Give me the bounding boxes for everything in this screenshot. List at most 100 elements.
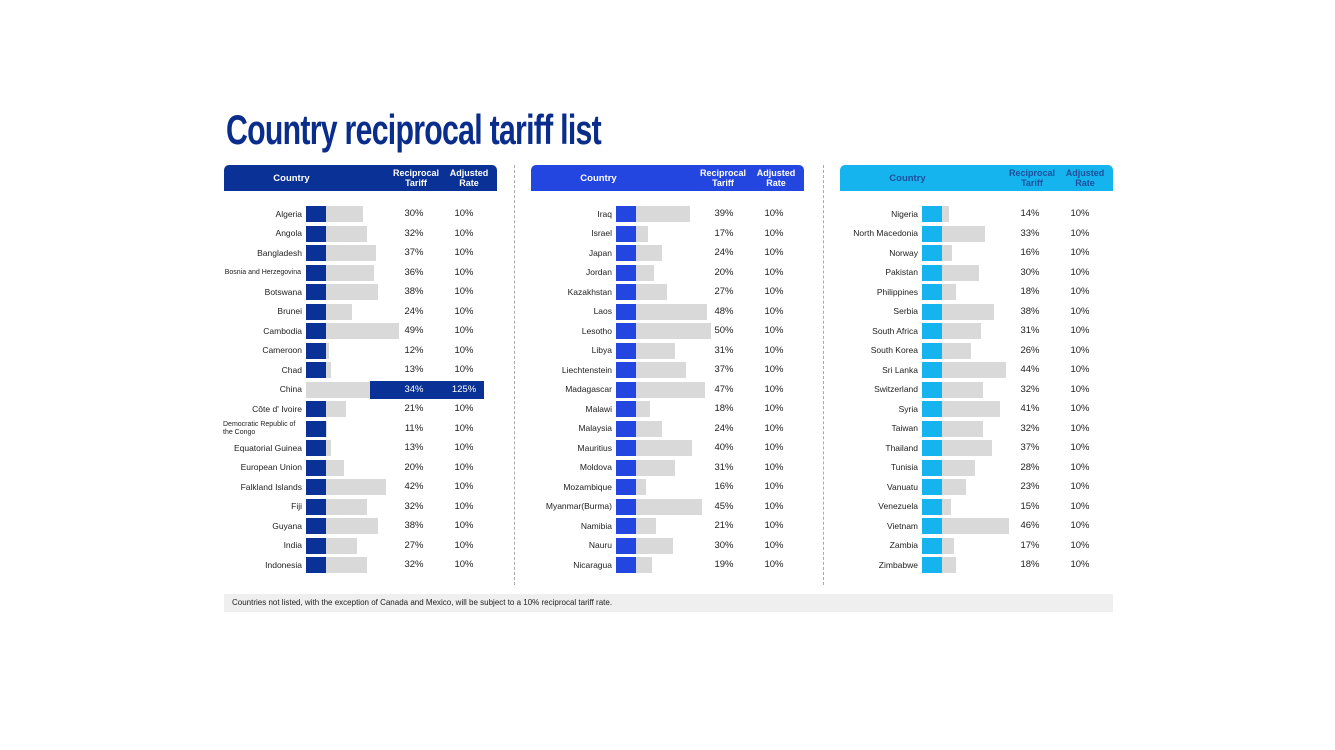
country-name: Guyana xyxy=(272,520,302,531)
baseline-rate-bar xyxy=(922,206,942,222)
tariff-value: 50% xyxy=(714,325,734,336)
baseline-rate-bar xyxy=(616,401,636,417)
tariff-value: 16% xyxy=(714,481,734,492)
header-tariff-line1: Reciprocal xyxy=(392,168,440,178)
tariff-value: 16% xyxy=(1020,247,1040,258)
country-name: Cameroon xyxy=(262,345,302,355)
adjusted-rate-value: 10% xyxy=(764,422,784,434)
footnote: Countries not listed, with the exception… xyxy=(224,594,1113,612)
tariff-value: 45% xyxy=(714,500,734,512)
tariff-value: 44% xyxy=(1020,364,1040,375)
country-name: Myanmar(Burma) xyxy=(545,501,612,511)
table-row: Sri Lanka 44% 10% xyxy=(840,361,1113,379)
adjusted-rate-value: 10% xyxy=(454,286,474,297)
table-row: Bangladesh 37% 10% xyxy=(224,244,497,262)
country-name: Pakistan xyxy=(885,267,918,277)
adjusted-rate-value: 10% xyxy=(764,403,784,414)
adjusted-rate-value: 10% xyxy=(1070,364,1090,375)
adjusted-rate-value: 10% xyxy=(454,344,474,356)
tariff-value: 37% xyxy=(404,247,424,258)
header-adjusted-line2: Rate xyxy=(459,178,479,188)
table-row: Pakistan 30% 10% xyxy=(840,264,1113,282)
baseline-rate-bar xyxy=(616,225,636,242)
tariff-bar xyxy=(306,323,400,339)
tariff-table-column-3: Country Reciprocal Tariff Adjusted Rate Niger… xyxy=(840,165,1113,585)
table-row: Vanuatu 23% 10% xyxy=(840,478,1113,496)
table-row: Brunei 24% 10% xyxy=(224,303,497,321)
table-row: Fiji 32% 10% xyxy=(224,498,497,516)
tariff-value: 17% xyxy=(714,227,734,239)
baseline-rate-bar xyxy=(616,479,636,495)
country-name: Iraq xyxy=(597,208,612,219)
baseline-rate-bar xyxy=(922,362,942,378)
table-row: Mozambique 16% 10% xyxy=(534,478,807,496)
country-name: Sri Lanka xyxy=(882,364,918,375)
adjusted-rate-value: 10% xyxy=(454,442,474,453)
tariff-value: 32% xyxy=(404,500,424,512)
tariff-value: 18% xyxy=(714,403,734,414)
table-row: Iraq 39% 10% xyxy=(534,205,807,223)
table-row: Philippines 18% 10% xyxy=(840,283,1113,301)
table-row: Serbia 38% 10% xyxy=(840,303,1113,321)
country-name: South Africa xyxy=(872,325,918,336)
tariff-value: 31% xyxy=(1020,325,1040,336)
country-name: Tunisia xyxy=(890,462,918,472)
tariff-value: 46% xyxy=(1020,520,1040,531)
country-name: Malawi xyxy=(585,403,612,414)
country-name: Zimbabwe xyxy=(878,559,918,570)
table-row: Tunisia 28% 10% xyxy=(840,459,1113,477)
header-adjusted-line2: Rate xyxy=(766,178,786,188)
baseline-rate-bar xyxy=(922,381,942,398)
country-name: Taiwan xyxy=(891,423,918,433)
adjusted-rate-value: 125% xyxy=(451,383,477,395)
tariff-value: 31% xyxy=(714,461,734,473)
country-name: Nicaragua xyxy=(573,559,612,570)
tariff-value: 19% xyxy=(714,559,734,570)
table-row: Democratic Republic of the Congo 11% 10% xyxy=(223,420,497,438)
table-row: Jordan 20% 10% xyxy=(534,264,807,282)
country-name: Vanuatu xyxy=(886,481,918,492)
country-name: Bangladesh xyxy=(257,247,302,258)
country-name: Thailand xyxy=(885,442,918,453)
table-row: Nigeria 14% 10% xyxy=(840,205,1113,223)
page-title: Country reciprocal tariff list xyxy=(226,106,602,153)
tariff-value: 24% xyxy=(404,305,424,317)
adjusted-rate-value: 10% xyxy=(764,247,784,258)
country-name: Libya xyxy=(591,345,612,355)
baseline-rate-bar xyxy=(306,479,326,495)
adjusted-rate-value: 10% xyxy=(1070,481,1090,492)
table-row: Namibia 21% 10% xyxy=(534,517,807,535)
adjusted-rate-value: 10% xyxy=(764,520,784,531)
table-row: South Korea 26% 10% xyxy=(840,342,1113,360)
tariff-value: 27% xyxy=(404,539,424,551)
adjusted-rate-value: 10% xyxy=(1070,208,1090,219)
country-name: Moldova xyxy=(579,462,612,472)
table-row: Malaysia 24% 10% xyxy=(534,420,807,438)
baseline-rate-bar xyxy=(922,459,942,476)
table-row: Angola 32% 10% xyxy=(224,225,497,243)
adjusted-rate-value: 10% xyxy=(764,305,784,317)
tariff-value: 26% xyxy=(1020,344,1040,356)
header-country: Country xyxy=(580,173,617,184)
column-divider xyxy=(823,165,824,585)
baseline-rate-bar xyxy=(616,206,636,222)
tariff-value: 24% xyxy=(714,247,734,258)
tariff-value: 37% xyxy=(1020,442,1040,453)
tariff-value: 24% xyxy=(714,422,734,434)
country-name: Kazakhstan xyxy=(567,286,612,297)
country-name: Philippines xyxy=(876,286,918,297)
tariff-value: 21% xyxy=(714,520,734,531)
baseline-rate-bar xyxy=(922,401,942,417)
baseline-rate-bar xyxy=(616,284,636,300)
baseline-rate-bar xyxy=(306,362,326,378)
header-reciprocal-tariff: Reciprocal Tariff xyxy=(390,168,442,188)
adjusted-rate-value: 10% xyxy=(1070,520,1090,531)
tariff-value: 41% xyxy=(1020,403,1040,414)
header-adjusted-line1: Adjusted xyxy=(449,168,489,178)
tariff-value: 15% xyxy=(1020,500,1040,512)
table-row: Chad 13% 10% xyxy=(224,361,497,379)
tariff-table-column-2: Country Reciprocal Tariff Adjusted Rate Iraq 3… xyxy=(531,165,804,585)
table-row: Algeria 30% 10% xyxy=(224,205,497,223)
adjusted-rate-value: 10% xyxy=(454,305,474,317)
adjusted-rate-value: 10% xyxy=(1070,383,1090,395)
